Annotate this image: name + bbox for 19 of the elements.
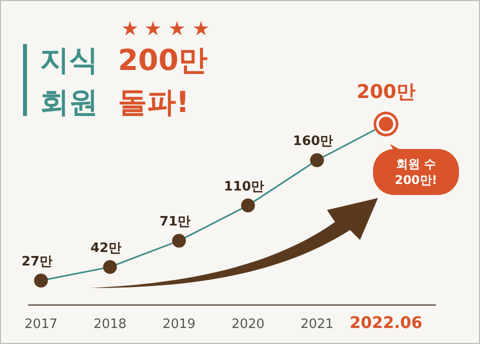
point — [103, 260, 117, 274]
point — [241, 198, 255, 212]
data-label: 200만 — [356, 81, 416, 103]
chart-title: 지식 200만 회원 돌파! — [40, 43, 208, 119]
annotation: 회원 수 200만! — [394, 157, 438, 187]
x-tick-label: 2022.06 — [350, 313, 422, 332]
x-tick-label: 2020 — [231, 317, 265, 332]
point — [34, 274, 48, 288]
data-label: 160만 — [292, 134, 334, 150]
data-label: 42만 — [90, 240, 122, 256]
point — [310, 153, 324, 168]
point — [172, 234, 186, 248]
x-tick-label: 2019 — [162, 317, 196, 332]
x-tick-label: 2017 — [24, 317, 58, 332]
x-tick-label: 2018 — [93, 317, 127, 332]
data-label: 110만 — [224, 179, 264, 194]
x-tick-label: 2021 — [300, 317, 334, 332]
data-label: 27만 — [21, 254, 53, 270]
data-label: 71만 — [159, 214, 191, 230]
